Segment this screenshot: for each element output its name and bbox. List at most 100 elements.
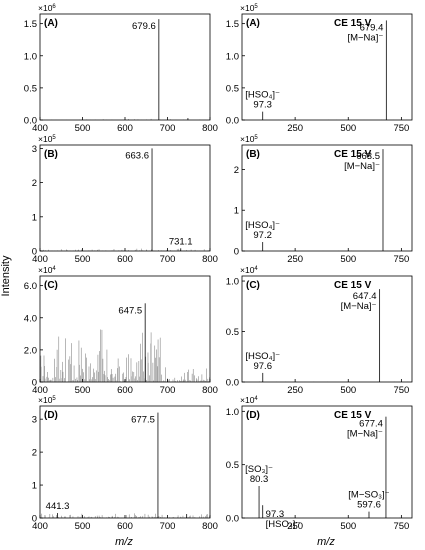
y-tick-label: 0 xyxy=(32,378,37,389)
peak-annotation: 677.5 xyxy=(131,415,155,426)
y-tick-label: 0.5 xyxy=(226,83,239,94)
peak-annotation: 663.6 xyxy=(125,150,149,161)
y-tick-label: 0 xyxy=(234,247,239,258)
x-tick-label: 600 xyxy=(117,254,133,265)
y-multiplier: ×106 xyxy=(38,3,56,13)
y-multiplier: ×105 xyxy=(240,3,258,13)
x-tick-label: 400 xyxy=(32,521,48,532)
y-tick-label: 1.0 xyxy=(24,51,37,62)
x-tick-label: 600 xyxy=(117,521,133,532)
spectrum-panel-A-right: 250 500 750 0.0 0.5 1.0 1.5×105 (A) CE 15 V679.4… xyxy=(226,3,413,134)
y-tick-label: 1 xyxy=(32,212,37,223)
y-tick-label: 0 xyxy=(32,514,37,525)
peak-annotation: 647.4 xyxy=(353,291,377,302)
x-tick-label: 750 xyxy=(393,123,409,134)
x-tick-label: 250 xyxy=(287,123,303,134)
y-tick-label: 0 xyxy=(32,247,37,258)
peak-annotation: [HSO₄]⁻ xyxy=(245,220,280,231)
peak-annotation: 97.6 xyxy=(253,361,272,372)
spectrum-panel-B-left: 400 500 600 700 800 0 1 2 3×105 (B) 663.6 731.1 xyxy=(32,134,218,265)
y-multiplier: ×104 xyxy=(38,265,56,275)
x-axis-title-left: m/z xyxy=(115,536,133,548)
y-tick-label: 3 xyxy=(32,144,37,155)
x-tick-label: 500 xyxy=(340,521,356,532)
x-tick-label: 500 xyxy=(75,254,91,265)
y-tick-label: 4.0 xyxy=(24,313,37,324)
peak-annotation: [M−Na]⁻ xyxy=(347,429,383,440)
x-tick-label: 250 xyxy=(287,385,303,396)
y-multiplier: ×104 xyxy=(240,395,258,405)
y-tick-label: 3 xyxy=(32,415,37,426)
x-tick-label: 600 xyxy=(117,385,133,396)
spectrum-panel-A-left: 400 500 600 700 800 0.0 0.5 1.0 1.5×106 (A) 679.6 xyxy=(24,3,218,134)
peak-annotation: 97.3 xyxy=(253,100,272,111)
y-tick-label: 0.0 xyxy=(226,378,239,389)
x-tick-label: 750 xyxy=(393,254,409,265)
y-tick-label: 2 xyxy=(32,178,37,189)
y-tick-label: 1.0 xyxy=(226,277,239,288)
x-tick-label: 250 xyxy=(287,521,303,532)
peak-annotation: 679.4 xyxy=(360,22,384,33)
peak-annotation: [HSO₄]⁻ xyxy=(245,90,280,101)
peak-annotation: 663.5 xyxy=(356,151,380,162)
x-tick-label: 800 xyxy=(202,521,218,532)
x-tick-label: 500 xyxy=(340,254,356,265)
x-tick-label: 500 xyxy=(340,123,356,134)
y-tick-label: 6.0 xyxy=(24,281,37,292)
x-tick-label: 400 xyxy=(32,385,48,396)
y-tick-label: 1 xyxy=(234,206,239,217)
y-tick-label: 1.5 xyxy=(24,19,37,30)
y-tick-label: 0.5 xyxy=(24,83,37,94)
y-multiplier: ×105 xyxy=(240,134,258,144)
x-tick-label: 500 xyxy=(340,385,356,396)
panel-label: (A) xyxy=(246,18,260,29)
collision-energy-label: CE 15 V xyxy=(334,149,372,160)
plot-frame xyxy=(241,13,413,121)
peak-annotation: 97.2 xyxy=(253,230,272,241)
y-tick-label: 1 xyxy=(32,481,37,492)
y-tick-label: 0.0 xyxy=(24,116,37,127)
peak-annotation: 97.3 xyxy=(266,509,285,520)
peak-annotation: [SO₃]⁻ xyxy=(245,464,273,475)
x-tick-label: 500 xyxy=(75,123,91,134)
y-tick-label: 1.0 xyxy=(226,407,239,418)
x-tick-label: 400 xyxy=(32,123,48,134)
plot-frame xyxy=(241,405,413,519)
y-tick-label: 2.0 xyxy=(24,345,37,356)
x-tick-label: 400 xyxy=(32,254,48,265)
peak-annotation: 731.1 xyxy=(169,236,193,247)
panel-label: (A) xyxy=(44,18,58,29)
x-tick-label: 750 xyxy=(393,385,409,396)
collision-energy-label: CE 15 V xyxy=(334,18,372,29)
y-multiplier: ×105 xyxy=(38,134,56,144)
y-tick-label: 2 xyxy=(234,165,239,176)
panel-label: (D) xyxy=(44,410,58,421)
y-multiplier: ×105 xyxy=(38,395,56,405)
x-tick-label: 700 xyxy=(160,385,176,396)
panel-label: (B) xyxy=(246,149,260,160)
x-tick-label: 500 xyxy=(75,521,91,532)
peak-annotation: [HSO₄]⁻ xyxy=(266,519,301,530)
peak-annotation: [M−Na]⁻ xyxy=(341,301,377,312)
y-tick-label: 0.5 xyxy=(226,327,239,338)
x-tick-label: 250 xyxy=(287,254,303,265)
y-tick-label: 1.0 xyxy=(226,51,239,62)
peak-annotation: 441.3 xyxy=(46,501,70,512)
plot-frame xyxy=(241,144,413,252)
x-tick-label: 750 xyxy=(393,521,409,532)
y-tick-label: 0.0 xyxy=(226,514,239,525)
panel-label: (D) xyxy=(246,410,260,421)
x-axis-title-right: m/z xyxy=(317,536,335,548)
peak-annotation: 679.6 xyxy=(132,21,156,32)
x-tick-label: 700 xyxy=(160,521,176,532)
spectrum-panel-D-left: 400 500 600 700 800 0 1 2 3×105 (D) 677.5 441.3 xyxy=(32,395,218,532)
x-tick-label: 700 xyxy=(160,254,176,265)
peak-annotation: [HSO₄]⁻ xyxy=(245,351,280,362)
peak-annotation: [M−Na]⁻ xyxy=(347,32,383,43)
peak-annotation: 80.3 xyxy=(250,474,269,485)
peak-annotation: 597.6 xyxy=(357,500,381,511)
collision-energy-label: CE 15 V xyxy=(334,410,372,421)
